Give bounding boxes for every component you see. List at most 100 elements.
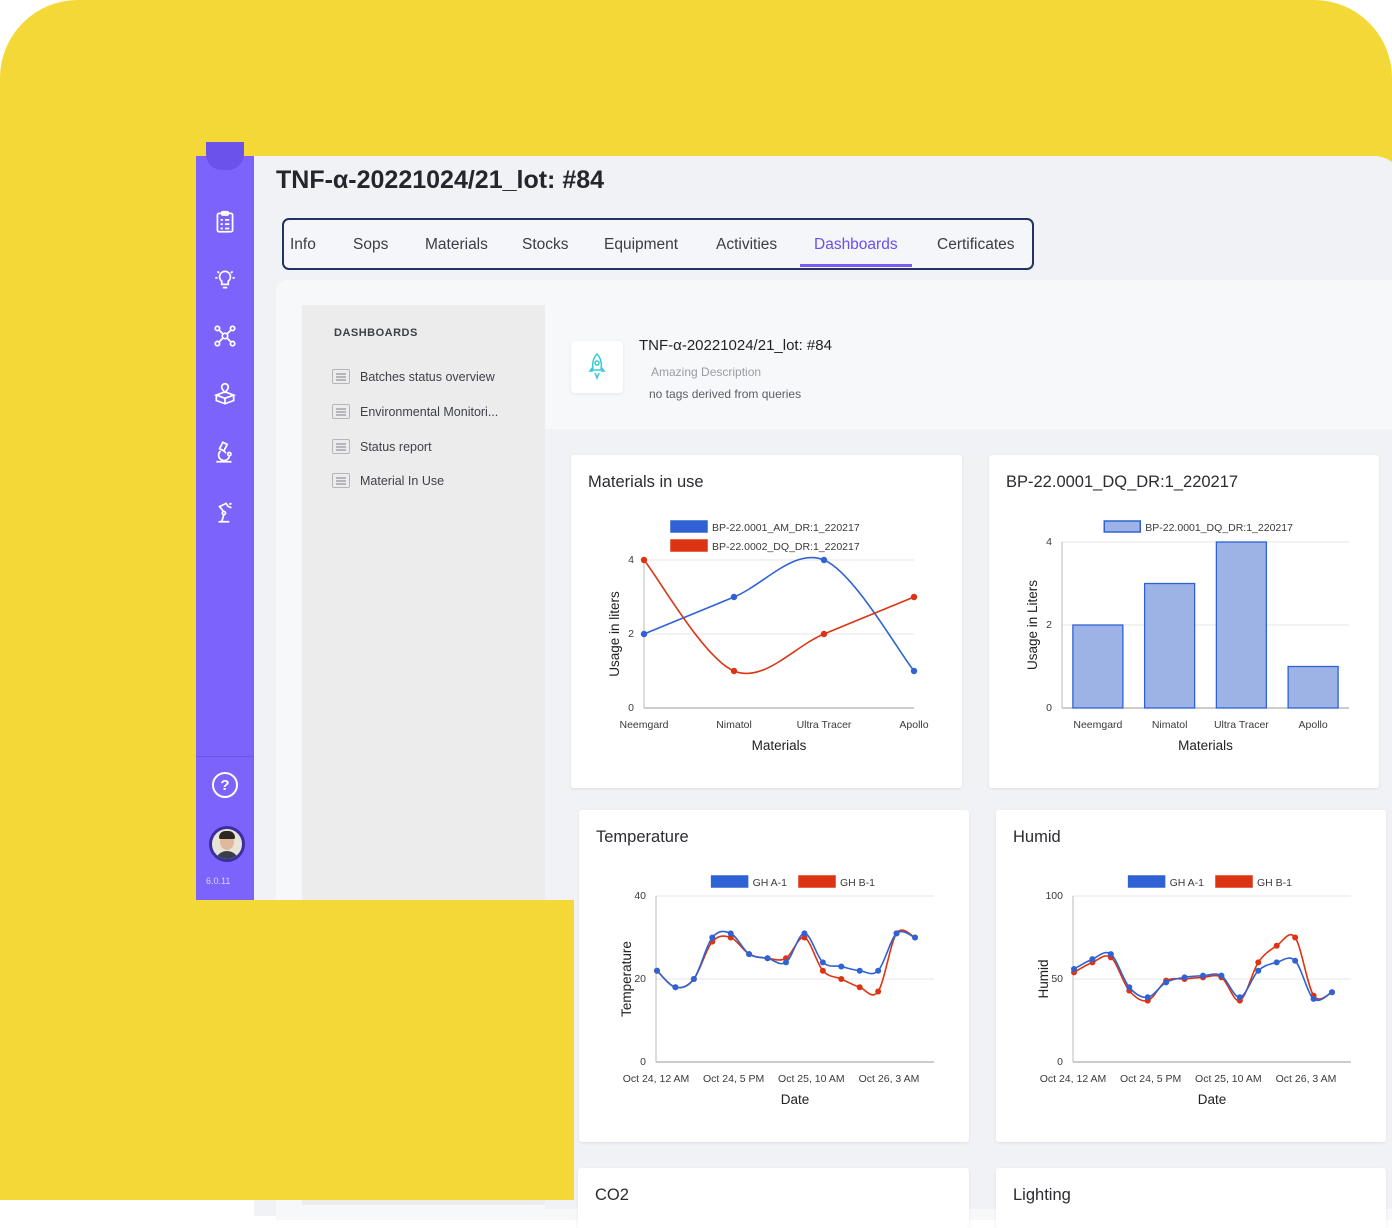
x-tick-label: Oct 24, 12 AM	[1040, 1073, 1107, 1085]
bp-bar-chart: BP-22.0001_DQ_DR:1_220217 0 2 4 Materials Usa…	[1025, 520, 1349, 753]
tab-info[interactable]: Info	[290, 236, 316, 253]
tab-sops[interactable]: Sops	[353, 236, 389, 253]
data-point	[730, 667, 738, 675]
chart-card-materials: Materials in use BP-22.0001_AM_DR:1_2202…	[571, 455, 962, 788]
x-axis-title: Date	[781, 1092, 810, 1107]
data-point	[1255, 959, 1262, 966]
data-point	[783, 959, 789, 966]
data-point	[1255, 967, 1262, 974]
legend-swatch	[798, 875, 836, 888]
legend-swatch	[1103, 520, 1141, 533]
tab-activities[interactable]: Activities	[716, 236, 778, 253]
data-point	[1273, 942, 1280, 949]
data-point	[654, 967, 660, 974]
y-tick-label: 100	[1045, 890, 1063, 902]
x-tick-label: Oct 26, 3 AM	[1276, 1073, 1337, 1085]
avatar[interactable]	[209, 826, 245, 862]
board-tags: no tags derived from queries	[649, 387, 802, 401]
network-icon[interactable]	[196, 320, 254, 352]
y-tick-label: 0	[1046, 702, 1052, 714]
x-tick-label: Oct 26, 3 AM	[859, 1073, 920, 1085]
version-label: 6.0.11	[206, 876, 231, 886]
chart-card-bp: BP-22.0001_DQ_DR:1_220217 BP-22.0001_DQ_…	[989, 455, 1379, 788]
legend-label: BP-22.0001_AM_DR:1_220217	[712, 522, 860, 534]
tab-certificates[interactable]: Certificates	[937, 236, 1015, 253]
dashboard-icon	[332, 369, 350, 384]
nav-item-environmental[interactable]: Environmental Monitori...	[332, 404, 498, 419]
data-point	[820, 630, 828, 638]
data-point	[856, 967, 863, 974]
data-point	[801, 934, 808, 941]
x-tick-label: Ultra Tracer	[1214, 719, 1269, 731]
x-tick-label: Nimatol	[716, 719, 752, 731]
series-line	[643, 556, 915, 672]
rocket-icon	[571, 341, 623, 393]
legend-swatch	[710, 875, 749, 888]
chart-title: Materials in use	[588, 473, 704, 491]
data-point	[910, 593, 918, 601]
y-axis-title: Temperature	[619, 941, 634, 1017]
help-icon[interactable]: ?	[212, 772, 238, 798]
legend-swatch	[670, 520, 708, 533]
y-tick-label: 0	[628, 702, 634, 714]
data-point	[819, 967, 826, 974]
nav-item-batches-status[interactable]: Batches status overview	[332, 369, 495, 384]
nav-item-label: Status report	[360, 439, 432, 454]
series-line	[643, 559, 915, 675]
data-point	[1292, 957, 1299, 964]
materials-line-chart: BP-22.0001_AM_DR:1_220217 BP-22.0002_DQ_D…	[607, 520, 929, 753]
series-line	[1073, 933, 1333, 1002]
data-point	[1071, 966, 1077, 973]
nav-item-material-in-use[interactable]: Material In Use	[332, 473, 444, 488]
x-tick-label: Oct 24, 12 AM	[623, 1073, 690, 1085]
data-point	[912, 934, 918, 941]
y-tick-label: 40	[634, 890, 646, 902]
data-point	[709, 934, 716, 941]
legend-swatch	[670, 539, 708, 552]
clipboard-icon[interactable]	[196, 206, 254, 238]
data-point	[690, 976, 697, 982]
tab-dashboards[interactable]: Dashboards	[814, 236, 898, 253]
bar	[1215, 541, 1268, 709]
legend-swatch	[1127, 875, 1166, 888]
bar	[1143, 582, 1196, 709]
microscope-icon[interactable]	[196, 436, 254, 468]
y-tick-label: 0	[1057, 1056, 1063, 1068]
legend-label: BP-22.0002_DQ_DR:1_220217	[712, 541, 860, 553]
legend-swatch	[1215, 875, 1253, 888]
y-tick-label: 4	[628, 554, 634, 566]
lightbulb-icon[interactable]	[196, 263, 254, 295]
tab-equipment[interactable]: Equipment	[604, 236, 679, 253]
data-point	[764, 955, 771, 962]
y-tick-label: 0	[640, 1056, 646, 1068]
box-location-icon[interactable]	[196, 378, 254, 410]
board-title: TNF-α-20221024/21_lot: #84	[639, 337, 832, 354]
tab-materials[interactable]: Materials	[425, 236, 488, 253]
legend-label: GH A-1	[753, 877, 788, 889]
data-point	[1144, 994, 1151, 1001]
tab-bar: Info Sops Materials Stocks Equipment Act…	[282, 218, 1034, 270]
y-axis-title: Usage in Liters	[1025, 580, 1040, 670]
data-point	[875, 988, 882, 995]
data-point	[672, 984, 679, 991]
data-point	[1181, 974, 1188, 981]
data-point	[640, 630, 648, 638]
chart-title: Temperature	[596, 828, 689, 846]
dashboard-icon	[332, 439, 350, 454]
chart-card-co2: CO2	[578, 1168, 969, 1228]
logo[interactable]	[206, 142, 244, 170]
nav-item-status-report[interactable]: Status report	[332, 439, 432, 454]
chart-card-lighting: Lighting	[996, 1168, 1386, 1228]
dashboards-nav-header: DASHBOARDS	[334, 327, 418, 339]
data-point	[727, 934, 734, 941]
data-point	[1126, 984, 1133, 991]
board-description: Amazing Description	[651, 365, 762, 379]
robot-arm-icon[interactable]	[196, 496, 254, 528]
nav-item-label: Material In Use	[360, 473, 445, 488]
x-axis-title: Materials	[1178, 738, 1233, 753]
x-tick-label: Apollo	[1299, 719, 1328, 731]
legend-label: GH B-1	[1257, 877, 1292, 889]
tab-stocks[interactable]: Stocks	[522, 236, 569, 253]
x-tick-label: Oct 24, 5 PM	[703, 1073, 764, 1085]
data-point	[746, 951, 753, 958]
